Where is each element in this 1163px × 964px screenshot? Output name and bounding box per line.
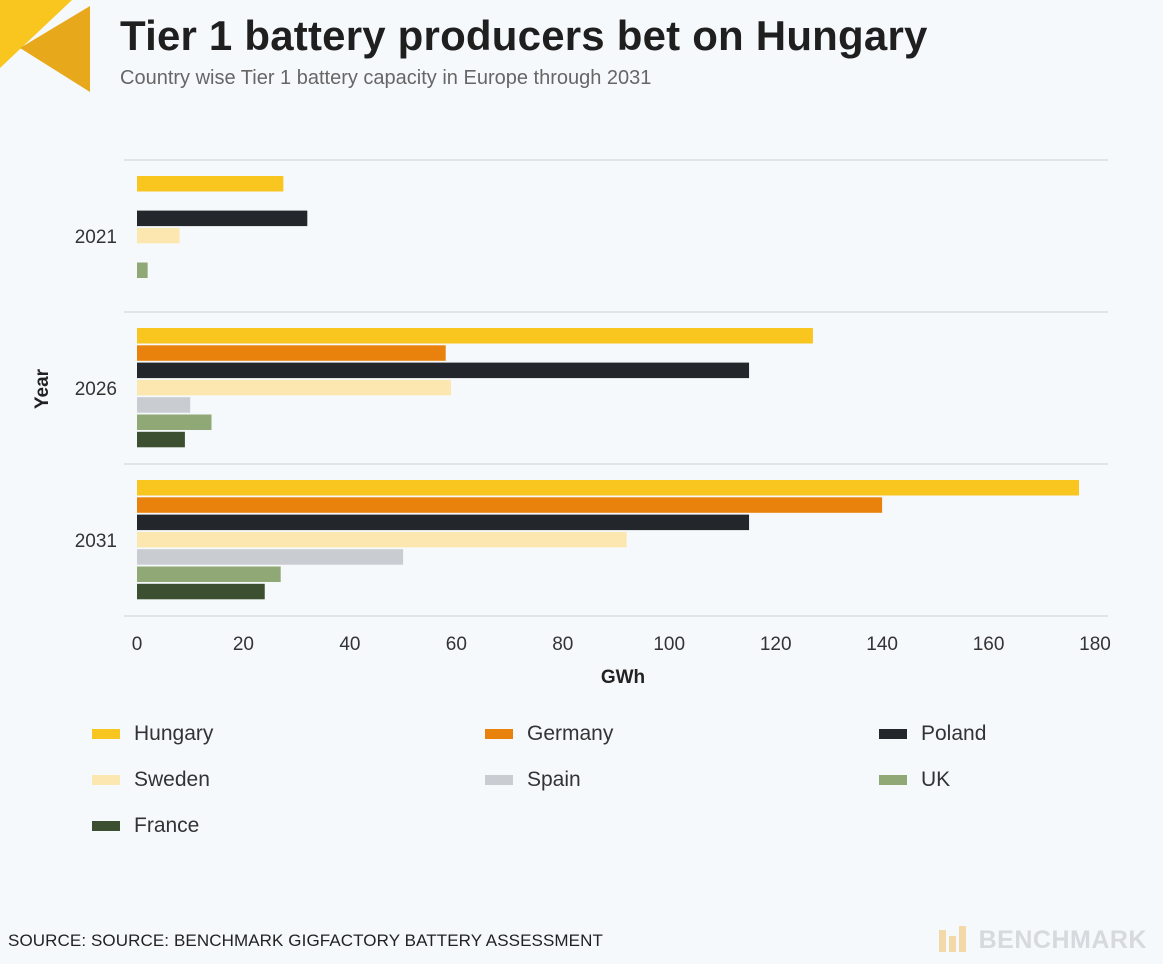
x-axis-title: GWh [601, 667, 645, 688]
legend-item-france: France [92, 814, 199, 838]
bar-poland-2026 [137, 362, 750, 379]
bar-germany-2031 [137, 497, 883, 513]
y-tick-labels: 2021 2026 2031 [75, 227, 117, 552]
bar-poland-2021 [137, 210, 308, 227]
bar-chart: 2021 2026 2031 0 20 40 60 80 100 120 140 160 180 GW… [32, 159, 1111, 688]
legend-swatch-poland [879, 729, 907, 739]
corner-logo-shape-primary [0, 0, 72, 68]
bar-hungary-2021 [137, 176, 284, 192]
y-tick-label-2021: 2021 [75, 227, 117, 248]
legend-swatch-spain [485, 775, 513, 785]
bar-uk-2026 [137, 414, 212, 430]
bar-hungary-2031 [137, 480, 1080, 496]
legend-swatch-hungary [92, 729, 120, 739]
legend-label-uk: UK [921, 768, 951, 791]
legend-label-spain: Spain [527, 768, 581, 791]
brand-logo: BENCHMARK [937, 924, 1147, 956]
benchmark-icon [938, 926, 966, 952]
chart-title: Tier 1 battery producers bet on Hungary [120, 12, 928, 59]
chart-subtitle: Country wise Tier 1 battery capacity in … [120, 67, 652, 89]
x-tick-label-100: 100 [653, 634, 685, 655]
legend-item-hungary: Hungary [92, 722, 213, 746]
legend-item-sweden: Sweden [92, 768, 210, 792]
bar-france-2031 [137, 583, 265, 600]
x-tick-label-160: 160 [973, 634, 1005, 655]
legend-label-germany: Germany [527, 722, 614, 745]
x-tick-label-20: 20 [233, 634, 254, 655]
bar-sweden-2031 [137, 531, 627, 548]
y-tick-label-2026: 2026 [75, 379, 117, 400]
legend-item-uk: UK [879, 768, 950, 792]
bar-uk-2021 [137, 262, 148, 278]
bar-uk-2031 [137, 566, 281, 582]
legend-item-germany: Germany [485, 722, 613, 746]
brand-name: BENCHMARK [978, 925, 1147, 954]
bar-hungary-2026 [137, 328, 813, 344]
bar-france-2026 [137, 431, 185, 448]
source-note: SOURCE: SOURCE: BENCHMARK GIGFACTORY BAT… [8, 931, 603, 950]
legend-swatch-france [92, 821, 120, 831]
legend-swatch-sweden [92, 775, 120, 785]
bar-spain-2031 [137, 549, 404, 565]
x-tick-label-180: 180 [1079, 634, 1111, 655]
x-tick-label-120: 120 [760, 634, 792, 655]
x-tick-label-60: 60 [446, 634, 467, 655]
legend-label-france: France [134, 814, 200, 837]
corner-logo-shape-secondary [20, 6, 90, 92]
bar-germany-2026 [137, 345, 446, 361]
corner-logo [0, 0, 90, 92]
x-tick-label-140: 140 [866, 634, 898, 655]
x-tick-label-80: 80 [552, 634, 573, 655]
legend-item-spain: Spain [485, 768, 581, 792]
legend-label-poland: Poland [921, 722, 987, 745]
y-axis-title: Year [32, 368, 53, 409]
bar-spain-2026 [137, 397, 191, 413]
legend-swatch-germany [485, 729, 513, 739]
x-tick-labels: 0 20 40 60 80 100 120 140 160 180 [132, 634, 1111, 655]
legend-label-hungary: Hungary [134, 722, 214, 745]
y-tick-label-2031: 2031 [75, 531, 117, 552]
x-tick-label-40: 40 [339, 634, 360, 655]
legend-swatch-uk [879, 775, 907, 785]
bar-sweden-2021 [137, 227, 180, 244]
bars [137, 176, 1080, 600]
bar-sweden-2026 [137, 379, 452, 396]
bar-poland-2031 [137, 514, 750, 531]
grid-lines [124, 159, 1108, 617]
x-tick-label-0: 0 [132, 634, 143, 655]
legend-item-poland: Poland [879, 722, 986, 746]
legend-label-sweden: Sweden [134, 768, 210, 791]
